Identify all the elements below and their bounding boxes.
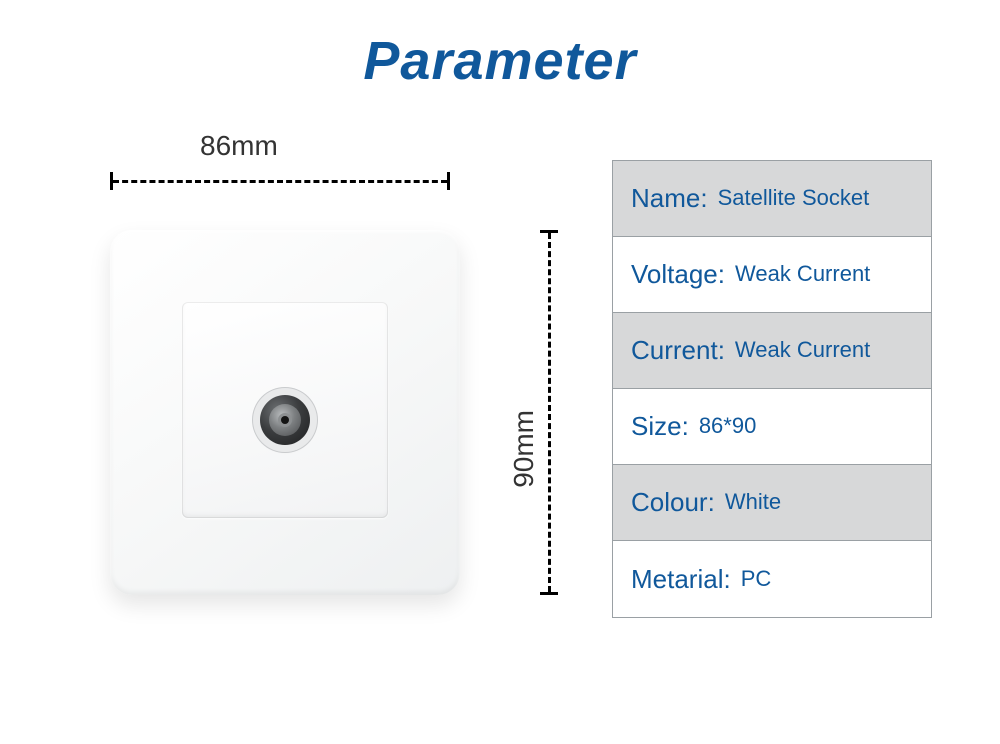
inner-panel xyxy=(182,302,388,518)
height-dimension-rule xyxy=(540,230,558,595)
spec-row: Voltage: Weak Current xyxy=(613,237,931,313)
height-dimension-label: 90mm xyxy=(508,410,540,488)
spec-key: Metarial: xyxy=(631,564,731,595)
spec-row: Current: Weak Current xyxy=(613,313,931,389)
spec-row: Size: 86*90 xyxy=(613,389,931,465)
spec-key: Current: xyxy=(631,335,725,366)
spec-value: PC xyxy=(741,567,913,591)
wall-plate xyxy=(110,230,460,595)
spec-value: Weak Current xyxy=(735,338,913,362)
satellite-connector-icon xyxy=(260,395,310,445)
spec-key: Voltage: xyxy=(631,259,725,290)
spec-value: Satellite Socket xyxy=(718,186,913,210)
spec-row: Name: Satellite Socket xyxy=(613,161,931,237)
spec-key: Colour: xyxy=(631,487,715,518)
spec-key: Name: xyxy=(631,183,708,214)
spec-row: Metarial: PC xyxy=(613,541,931,617)
spec-value: Weak Current xyxy=(735,262,913,286)
spec-value: White xyxy=(725,490,913,514)
width-dimension-label: 86mm xyxy=(200,130,278,162)
spec-table: Name: Satellite Socket Voltage: Weak Curren… xyxy=(612,160,932,618)
spec-value: 86*90 xyxy=(699,414,913,438)
page-title: Parameter xyxy=(0,30,1000,92)
spec-row: Colour: White xyxy=(613,465,931,541)
product-diagram: 86mm 90mm xyxy=(70,130,570,690)
spec-key: Size: xyxy=(631,411,689,442)
width-dimension-rule xyxy=(110,172,450,190)
